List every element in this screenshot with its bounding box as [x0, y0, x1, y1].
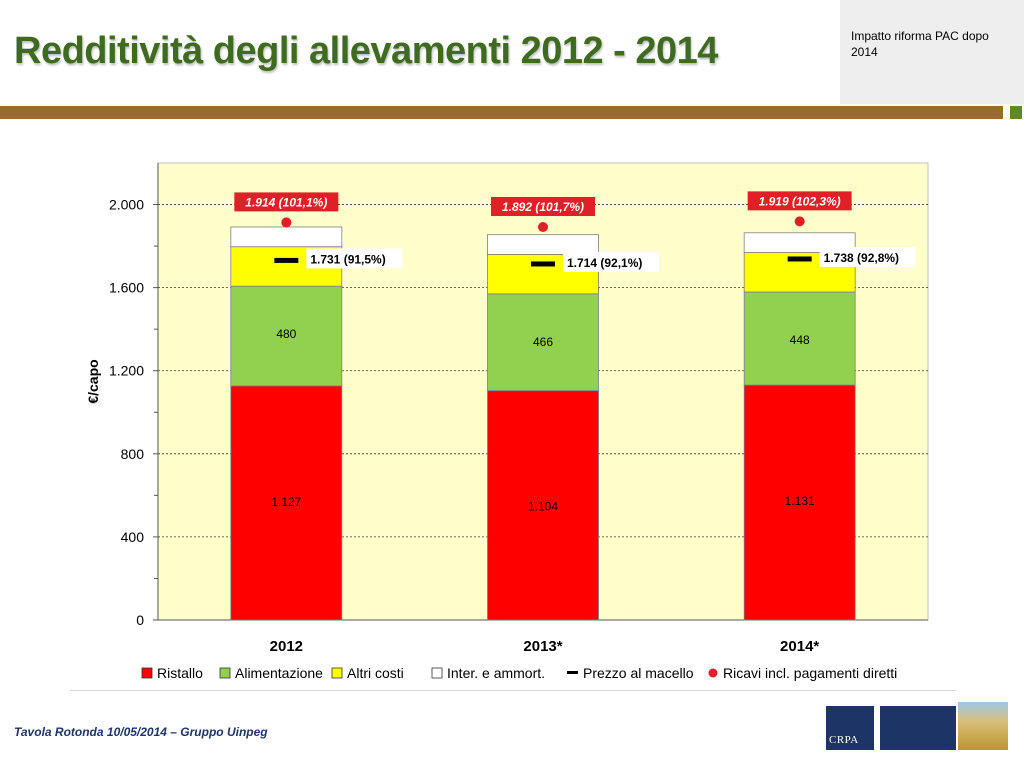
header-accent-square	[1010, 106, 1022, 119]
bar-inter-ammort	[487, 234, 599, 255]
crpa-logo: CRPA	[826, 706, 874, 750]
header-divider-bar	[0, 106, 1003, 119]
y-tick-label: 2.000	[109, 197, 144, 213]
bar-value-label: 1.127	[271, 495, 301, 509]
prezzo-marker	[787, 256, 812, 262]
bar-ristallo	[743, 384, 856, 621]
legend-ristallo-label: Ristallo	[157, 665, 203, 681]
ricavi-label-bg	[234, 192, 339, 212]
bar-value-label: 448	[790, 333, 810, 347]
x-tick-label: 2012	[270, 638, 303, 655]
prezzo-marker	[531, 261, 555, 267]
topbox-background	[840, 0, 1024, 104]
legend-alimentazione-swatch	[219, 667, 231, 679]
ricavi-label: 1.914 (101,1%)	[245, 195, 327, 209]
bar-inter-ammort	[230, 226, 343, 248]
y-tick-label: 400	[121, 529, 145, 545]
hay-bales-photo	[958, 702, 1008, 750]
bar-alimentazione	[487, 293, 599, 392]
legend-prezzo-label: Prezzo al macello	[583, 665, 694, 681]
bar-value-label: 466	[533, 335, 553, 349]
prezzo-label-bg	[819, 246, 916, 267]
footer-text: Tavola Rotonda 10/05/2014 – Gruppo Uinpe…	[14, 725, 268, 739]
legend-altri-costi-label: Altri costi	[347, 665, 404, 681]
footer-divider	[70, 690, 956, 691]
legend-ricavi-label: Ricavi incl. pagamenti diretti	[723, 665, 897, 681]
ricavi-marker	[794, 216, 805, 227]
y-tick-label: 1.200	[109, 363, 144, 379]
ricavi-marker	[281, 217, 292, 228]
y-tick-label: 800	[121, 446, 145, 462]
bar-alimentazione	[743, 291, 856, 386]
legend-inter-ammort-label: Inter. e ammort.	[447, 665, 545, 681]
topbox-label: Impatto riforma PAC dopo 2014	[851, 29, 989, 59]
prezzo-label: 1.714 (92,1%)	[567, 256, 642, 270]
page-title: Redditività degli allevamenti 2012 - 201…	[14, 30, 718, 72]
legend-ricavi-swatch	[708, 668, 718, 678]
ricavi-label: 1.919 (102,3%)	[759, 194, 841, 208]
prezzo-label-bg	[306, 248, 403, 269]
bar-ristallo	[230, 385, 343, 621]
bar-value-label: 480	[276, 327, 296, 341]
ricavi-label-bg	[491, 196, 595, 216]
bar-value-label: 1.131	[785, 494, 815, 508]
legend-altri-costi-swatch	[331, 667, 343, 679]
bar-ristallo	[487, 390, 599, 621]
bar-alimentazione	[230, 285, 343, 387]
crpa-logo-text: CRPA	[829, 734, 859, 746]
legend-inter-ammort-swatch	[431, 667, 443, 679]
chart: 0 400 800 1.200 1.600 2.000 €/capo 1.127 480 2012…	[85, 162, 929, 681]
x-tick-label: 2013*	[523, 638, 562, 655]
legend-ristallo-swatch	[141, 667, 153, 679]
ricavi-marker	[538, 221, 548, 232]
ricavi-label: 1.892 (101,7%)	[502, 200, 584, 214]
y-tick-label: 1.600	[109, 280, 144, 296]
legend-prezzo-swatch	[567, 671, 578, 674]
bar-value-label: 1.104	[528, 500, 558, 514]
y-tick-label: 0	[136, 612, 144, 628]
prezzo-marker	[274, 257, 299, 263]
logo-panel	[880, 706, 956, 750]
prezzo-label-bg	[563, 251, 659, 272]
y-axis-label: €/capo	[85, 359, 101, 403]
x-tick-label: 2014*	[780, 638, 819, 655]
prezzo-label: 1.731 (91,5%)	[310, 252, 385, 266]
ricavi-label-bg	[747, 191, 852, 211]
prezzo-label: 1.738 (92,8%)	[824, 251, 899, 265]
legend-alimentazione-label: Alimentazione	[235, 665, 323, 681]
